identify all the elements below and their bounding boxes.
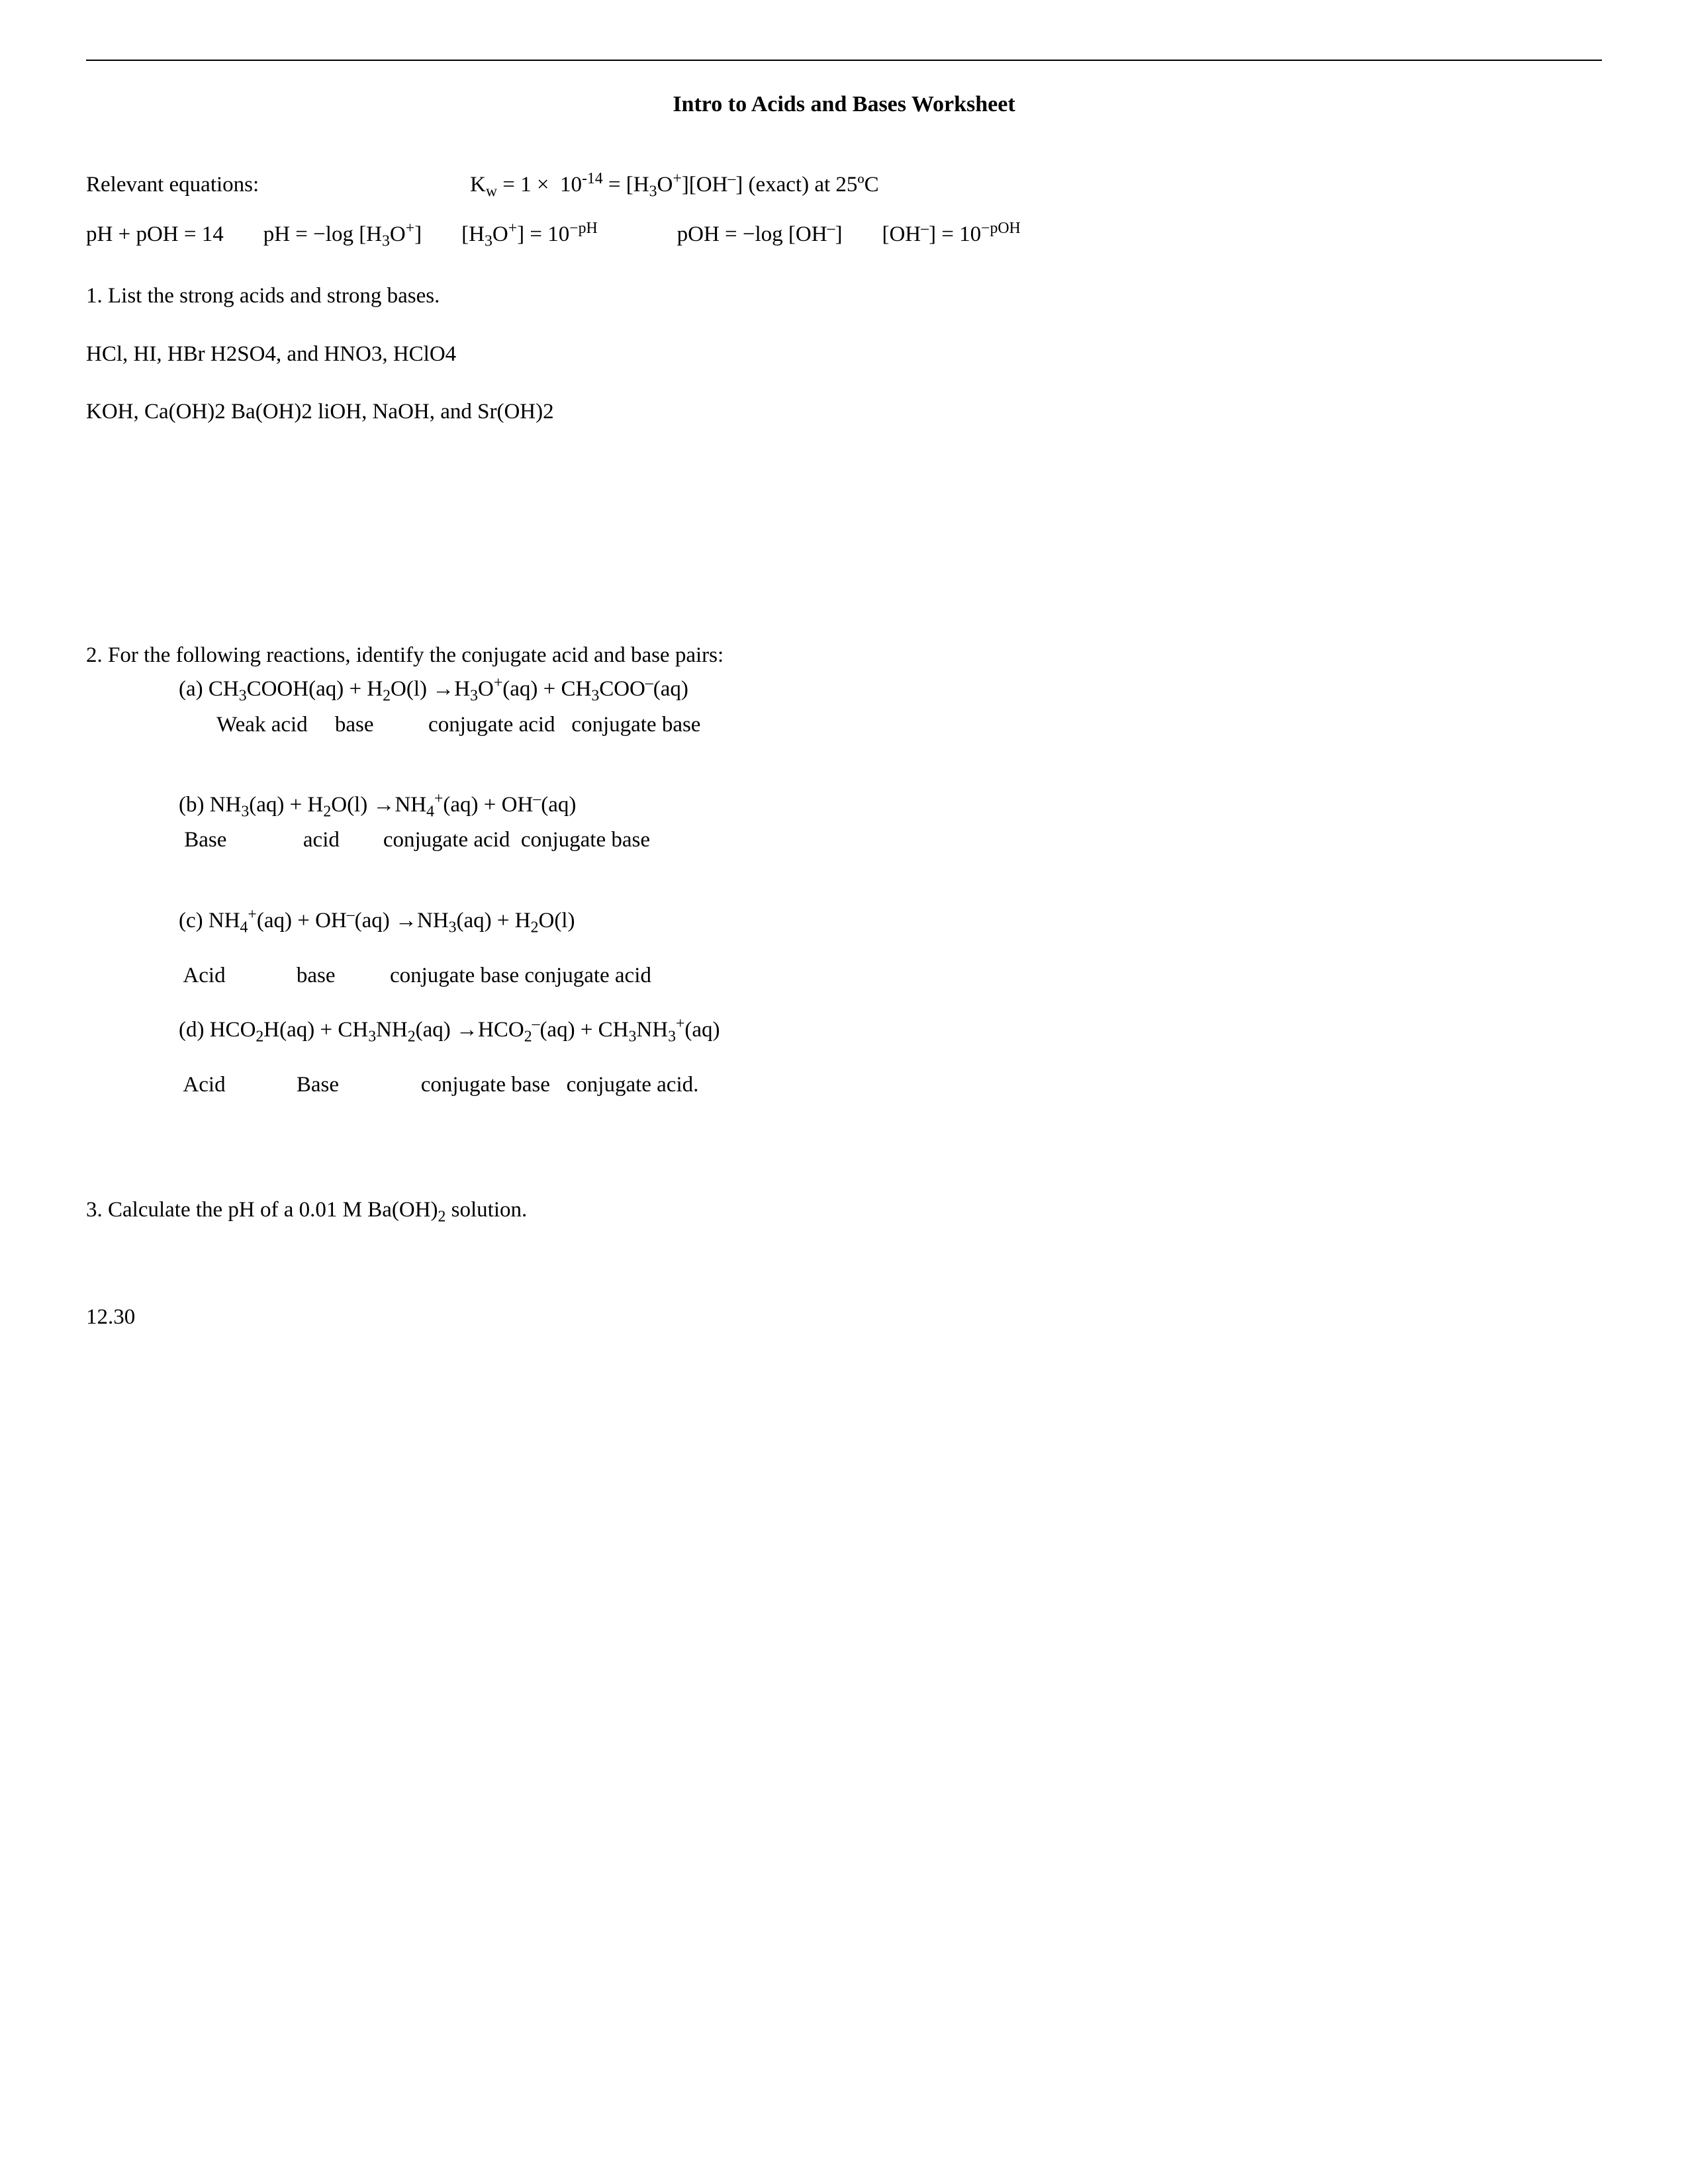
eq-2: pH = −log [H3O+] xyxy=(263,217,422,253)
page-title: Intro to Acids and Bases Worksheet xyxy=(86,87,1602,121)
q3-answer: 12.30 xyxy=(86,1301,1602,1334)
eq-4: pOH = −log [OH–] xyxy=(677,217,843,251)
eq-formulas-row: pH + pOH = 14 pH = −log [H3O+] [H3O+] = … xyxy=(86,217,1602,253)
worksheet-page: Intro to Acids and Bases Worksheet Relev… xyxy=(0,0,1688,2184)
q3-prompt: 3. Calculate the pH of a 0.01 M Ba(OH)2 … xyxy=(86,1194,1602,1229)
top-rule xyxy=(86,60,1602,61)
eq-1: pH + pOH = 14 xyxy=(86,218,224,251)
relevant-eq-row: Relevant equations: Kw = 1 × 10-14 = [H3… xyxy=(86,167,1602,204)
q2a-labels: Weak acid base conjugate acid conjugate … xyxy=(86,709,1602,742)
relevant-eq-label: Relevant equations: xyxy=(86,169,430,202)
q1-answer-acids: HCl, HI, HBr H2SO4, and HNO3, HClO4 xyxy=(86,338,1602,371)
q2-prompt: 2. For the following reactions, identify… xyxy=(86,639,1602,672)
q1-prompt: 1. List the strong acids and strong base… xyxy=(86,280,1602,313)
q2a-reaction: (a) CH3COOH(aq) + H2O(l) →H3O+(aq) + CH3… xyxy=(86,672,1602,708)
kw-equation: Kw = 1 × 10-14 = [H3O+][OH–] (exact) at … xyxy=(470,167,879,204)
q2c-labels: Acid base conjugate base conjugate acid xyxy=(86,960,1602,993)
eq-5: [OH–] = 10−pOH xyxy=(882,217,1020,251)
q2d-labels: Acid Base conjugate base conjugate acid. xyxy=(86,1069,1602,1102)
q2d-reaction: (d) HCO2H(aq) + CH3NH2(aq) →HCO2–(aq) + … xyxy=(86,1013,1602,1049)
q2b-reaction: (b) NH3(aq) + H2O(l) →NH4+(aq) + OH–(aq) xyxy=(86,788,1602,824)
eq-3: [H3O+] = 10−pH xyxy=(461,217,597,253)
q1-answer-bases: KOH, Ca(OH)2 Ba(OH)2 liOH, NaOH, and Sr(… xyxy=(86,396,1602,429)
q2b-labels: Base acid conjugate acid conjugate base xyxy=(86,824,1602,857)
q2c-reaction: (c) NH4+(aq) + OH–(aq) →NH3(aq) + H2O(l) xyxy=(86,903,1602,940)
